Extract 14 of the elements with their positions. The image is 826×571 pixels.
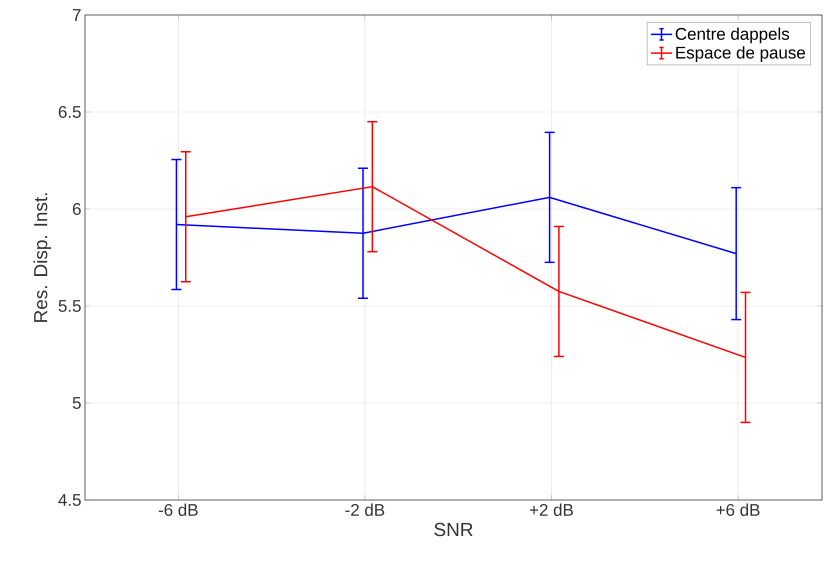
y-tick-label: 5 [72, 397, 81, 409]
y-tick-label: 7 [72, 9, 81, 21]
x-tick-label: -2 dB [345, 504, 384, 516]
y-tick-label: 5.5 [58, 300, 81, 312]
y-axis-title: Res. Disp. Inst. [33, 193, 52, 322]
y-tick-label: 6 [72, 203, 81, 215]
x-tick-label: +6 dB [716, 504, 760, 516]
x-tick-label: -6 dB [158, 504, 198, 516]
y-tick-label: 6.5 [58, 106, 81, 118]
x-tick-label: +2 dB [530, 504, 573, 516]
legend-label: Centre dappels [676, 27, 790, 44]
legend-label: Espace de pause [676, 46, 805, 62]
x-axis-title: SNR [434, 522, 473, 536]
y-tick-label: 4.5 [58, 494, 81, 506]
